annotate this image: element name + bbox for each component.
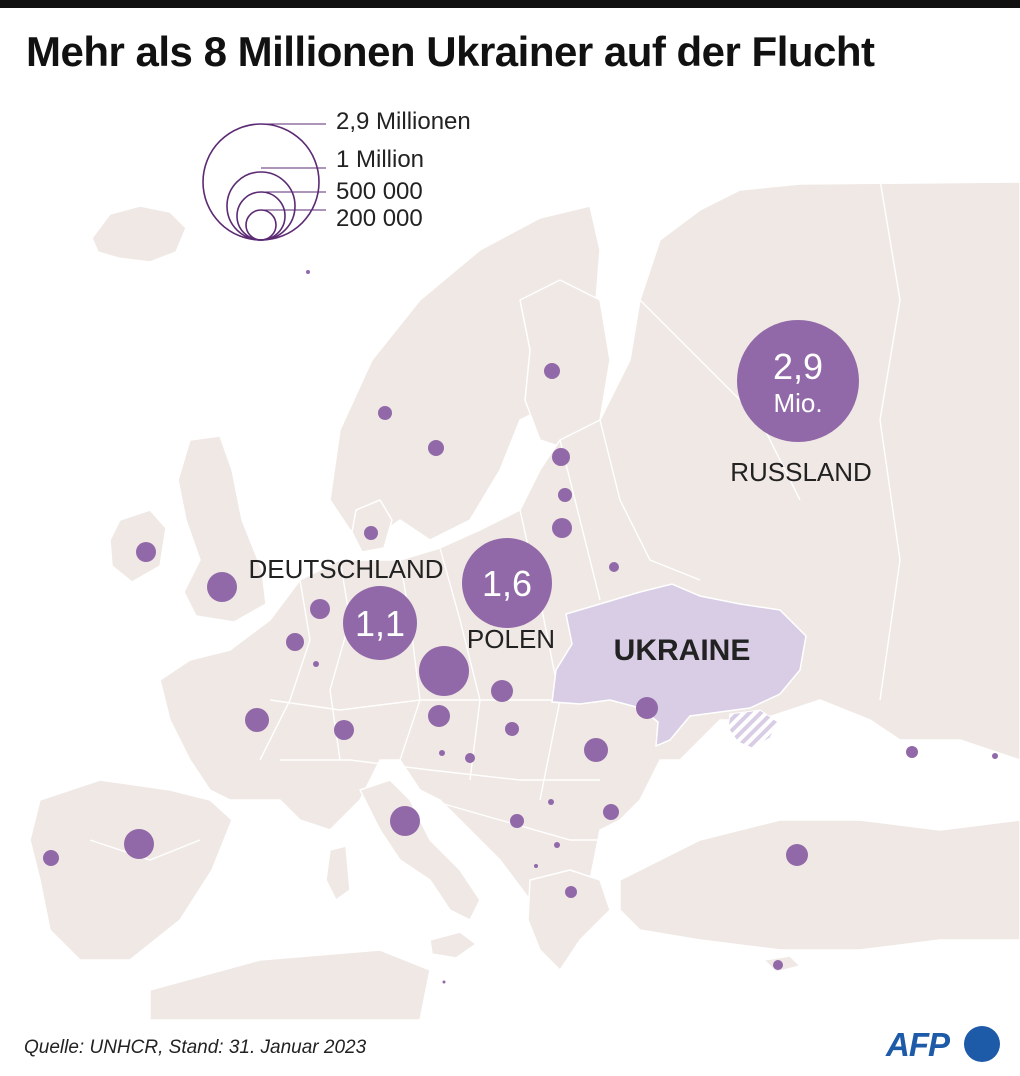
- legend: [202, 123, 326, 241]
- bubble-slovenia: [439, 750, 445, 756]
- legend-label-1m: 1 Million: [336, 146, 424, 173]
- bubble-estonia: [552, 448, 570, 466]
- russland-unit: Mio.: [773, 388, 822, 418]
- afp-logo-dot: [964, 1026, 1000, 1062]
- legend-label-2-9m: 2,9 Millionen: [336, 108, 471, 135]
- bubble-italy: [390, 806, 420, 836]
- top-rule: [0, 0, 1020, 8]
- bubble-denmark: [364, 526, 378, 540]
- britain-shape: [177, 435, 267, 623]
- italy-shape: [359, 779, 481, 921]
- polen-label: POLEN: [467, 624, 555, 654]
- bubble-ireland: [136, 542, 156, 562]
- bubble-russia: [737, 320, 859, 442]
- bubble-uk: [207, 572, 237, 602]
- bubble-malta: [442, 980, 446, 984]
- source-note: Quelle: UNHCR, Stand: 31. Januar 2023: [24, 1037, 367, 1058]
- map: 2,9 Millionen 1 Million 500 000 200 000: [0, 90, 1020, 1020]
- bubble-czechia: [419, 646, 469, 696]
- bubble-spain: [124, 829, 154, 859]
- russland-label: RUSSLAND: [730, 457, 872, 487]
- bubble-finland: [544, 363, 560, 379]
- legend-label-200k: 200 000: [336, 205, 423, 232]
- bubble-hungary: [505, 722, 519, 736]
- bubble-greece: [565, 886, 577, 898]
- legend-circle-200k: [245, 209, 277, 241]
- bubble-sweden: [428, 440, 444, 456]
- bubble-austria: [428, 705, 450, 727]
- bubbles: [43, 270, 998, 984]
- bubble-bosnia: [548, 799, 554, 805]
- page-title: Mehr als 8 Millionen Ukrainer auf der Fl…: [26, 28, 875, 75]
- greece-shape: [527, 869, 611, 971]
- bubble-latvia: [558, 488, 572, 502]
- bubble-croatia: [465, 753, 475, 763]
- bubble-switzerland: [334, 720, 354, 740]
- russland-value: 2,9: [773, 346, 823, 387]
- bubble-belgium: [286, 633, 304, 651]
- bubble-norway: [378, 406, 392, 420]
- bubble-moldova: [636, 697, 658, 719]
- iberia-shape: [29, 779, 233, 961]
- bubble-slovakia: [491, 680, 513, 702]
- legend-circle-500k: [236, 191, 286, 241]
- bubble-germany: [343, 586, 417, 660]
- legend-circle-2-9m: [202, 123, 320, 241]
- bubble-iceland: [306, 270, 310, 274]
- legend-circle-1m: [226, 171, 296, 241]
- sardinia-shape: [325, 845, 351, 901]
- bubble-albania: [534, 864, 538, 868]
- bubble-lithuania: [552, 518, 572, 538]
- deutschland-label: DEUTSCHLAND: [248, 554, 443, 584]
- bubble-poland: [462, 538, 552, 628]
- bubble-lux: [313, 661, 319, 667]
- bubble-romania: [584, 738, 608, 762]
- bubble-belarus: [609, 562, 619, 572]
- bubble-netherlands: [310, 599, 330, 619]
- ukraine-shape: [551, 583, 807, 748]
- bubble-armenia: [992, 753, 998, 759]
- turkey-shape: [619, 819, 1020, 951]
- legend-label-500k: 500 000: [336, 178, 423, 205]
- sicily-shape: [429, 931, 477, 959]
- bubble-portugal: [43, 850, 59, 866]
- afp-logo: AFP: [886, 1024, 1000, 1064]
- bubble-france: [245, 708, 269, 732]
- afp-logo-text: AFP: [886, 1026, 950, 1063]
- bubble-bulgaria: [603, 804, 619, 820]
- bubble-montenegro: [554, 842, 560, 848]
- deutschland-value: 1,1: [355, 603, 405, 644]
- polen-value: 1,6: [482, 563, 532, 604]
- crimea-shape: [727, 709, 779, 749]
- bubble-georgia: [906, 746, 918, 758]
- bubble-serbia: [510, 814, 524, 828]
- north-africa-shape: [149, 949, 431, 1020]
- ukraine-label: UKRAINE: [614, 634, 751, 667]
- bubble-cyprus: [773, 960, 783, 970]
- bubble-turkey: [786, 844, 808, 866]
- map-svg: 2,9 Millionen 1 Million 500 000 200 000: [29, 108, 1020, 1020]
- denmark-shape: [351, 499, 393, 553]
- iceland-shape: [91, 205, 187, 263]
